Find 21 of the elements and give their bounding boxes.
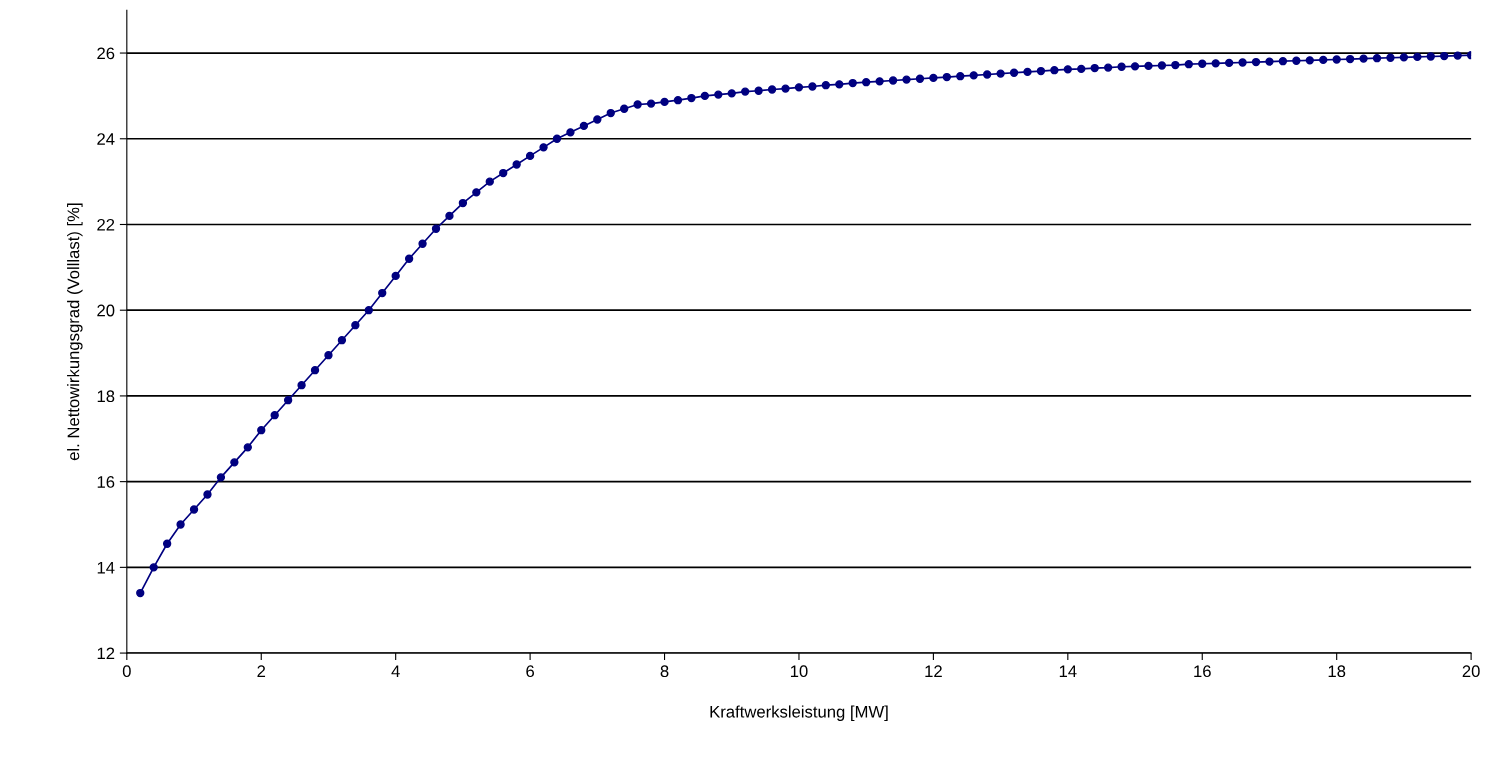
y-tick-label: 26 xyxy=(97,47,115,60)
x-tick-label: 8 xyxy=(660,665,669,678)
x-tick-label: 20 xyxy=(1462,665,1480,678)
x-tick-label: 10 xyxy=(790,665,808,678)
y-tick-label: 16 xyxy=(97,476,115,488)
x-tick-label: 14 xyxy=(1059,665,1077,677)
x-tick-label: 4 xyxy=(391,665,400,677)
y-tick-label: 12 xyxy=(97,647,115,660)
x-tick-label: 2 xyxy=(257,665,266,677)
x-tick-label: 6 xyxy=(526,665,535,678)
y-tick-label: 14 xyxy=(97,561,115,574)
x-axis-title: Kraftwerksleistung [MW] xyxy=(710,705,888,721)
y-axis-title: el. Nettowirkungsgrad (Volllast) [%] xyxy=(67,203,83,461)
x-tick-label: 16 xyxy=(1194,665,1211,678)
x-tick-label: 12 xyxy=(925,665,942,677)
x-tick-label: 0 xyxy=(122,665,131,678)
y-tick-label: 20 xyxy=(97,304,115,317)
y-tick-label: 18 xyxy=(97,390,115,403)
x-tick-label: 18 xyxy=(1328,665,1346,678)
y-tick-label: 24 xyxy=(97,133,115,145)
y-tick-label: 22 xyxy=(97,218,115,231)
